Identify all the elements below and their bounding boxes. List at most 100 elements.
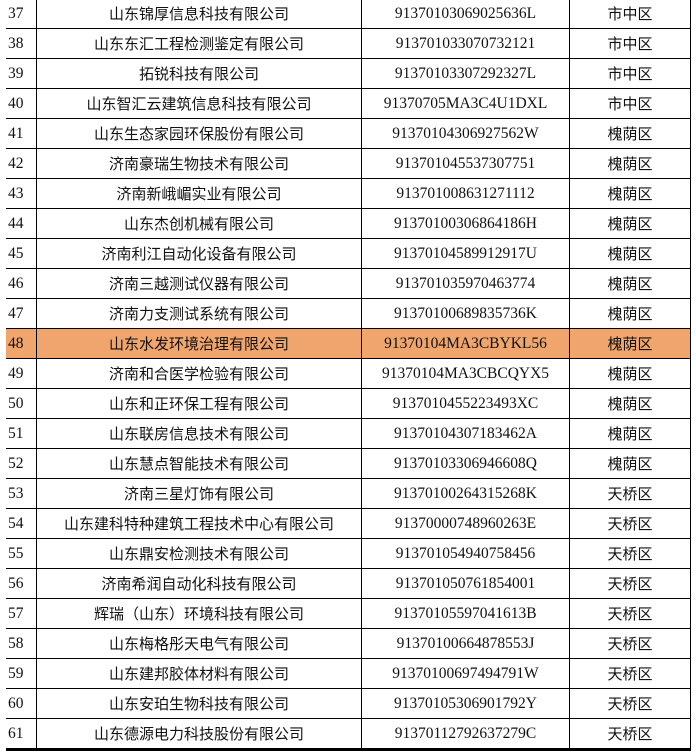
credit-code-cell: 91370104MA3CBYKL56 — [361, 328, 570, 359]
credit-code-cell: 91370103307292327L — [361, 58, 570, 89]
credit-code-cell: 91370705MA3C4U1DXL — [361, 88, 570, 119]
district-cell: 槐荫区 — [569, 148, 691, 179]
company-name-cell: 山东水发环境治理有限公司 — [36, 328, 362, 359]
credit-code-cell: 913701033070732121 — [361, 28, 570, 59]
table-row-highlighted: 48 山东水发环境治理有限公司 91370104MA3CBYKL56 槐荫区 — [6, 328, 691, 359]
row-number-cell: 57 — [6, 598, 37, 629]
company-name-cell: 济南希润自动化科技有限公司 — [36, 568, 362, 599]
row-number-cell: 58 — [6, 628, 37, 659]
company-name-cell: 拓锐科技有限公司 — [36, 58, 362, 89]
company-name-cell: 济南豪瑞生物技术有限公司 — [36, 148, 362, 179]
district-cell: 市中区 — [569, 88, 691, 119]
district-cell: 槐荫区 — [569, 268, 691, 299]
company-name-cell: 山东和正环保工程有限公司 — [36, 388, 362, 419]
row-number-cell: 46 — [6, 268, 37, 299]
credit-code-cell: 91370100664878553J — [361, 628, 570, 659]
credit-code-cell: 913701050761854001 — [361, 568, 570, 599]
table-row: 51 山东联房信息技术有限公司 91370104307183462A 槐荫区 — [6, 418, 691, 449]
district-cell: 市中区 — [569, 58, 691, 89]
table-row: 58 山东梅格彤天电气有限公司 91370100664878553J 天桥区 — [6, 628, 691, 659]
table-row: 41 山东生态家园环保股份有限公司 91370104306927562W 槐荫区 — [6, 118, 691, 149]
row-number-cell: 51 — [6, 418, 37, 449]
company-name-cell: 辉瑞（山东）环境科技有限公司 — [36, 598, 362, 629]
table-row: 43 济南新峨嵋实业有限公司 913701008631271112 槐荫区 — [6, 178, 691, 209]
company-name-cell: 济南新峨嵋实业有限公司 — [36, 178, 362, 209]
company-name-cell: 山东建邦胶体材料有限公司 — [36, 658, 362, 689]
table-row: 40 山东智汇云建筑信息科技有限公司 91370705MA3C4U1DXL 市中区 — [6, 88, 691, 119]
district-cell: 天桥区 — [569, 598, 691, 629]
row-number-cell: 40 — [6, 88, 37, 119]
company-name-cell: 山东智汇云建筑信息科技有限公司 — [36, 88, 362, 119]
table-row: 44 山东杰创机械有限公司 91370100306864186H 槐荫区 — [6, 208, 691, 239]
row-number-cell: 45 — [6, 238, 37, 269]
credit-code-cell: 913701045522349 3XC — [361, 388, 570, 419]
row-number-cell: 50 — [6, 388, 37, 419]
district-cell: 槐荫区 — [569, 448, 691, 479]
credit-code-cell: 913701045537307751 — [361, 148, 570, 179]
row-number-cell: 59 — [6, 658, 37, 689]
district-cell: 天桥区 — [569, 628, 691, 659]
table-row: 39 拓锐科技有限公司 91370103307292327L 市中区 — [6, 58, 691, 89]
district-cell: 天桥区 — [569, 718, 691, 751]
company-name-cell: 山东安珀生物科技有限公司 — [36, 688, 362, 719]
row-number-cell: 53 — [6, 478, 37, 509]
company-name-cell: 山东建科特种建筑工程技术中心有限公司 — [36, 508, 362, 539]
table-row: 54 山东建科特种建筑工程技术中心有限公司 9137000074896026 3E 天… — [6, 508, 691, 539]
credit-code-cell: 91370104589912917U — [361, 238, 570, 269]
district-cell: 市中区 — [569, 0, 691, 29]
table-row: 49 济南和合医学检验有限公司 91370104MA3CBCQYX5 槐荫区 — [6, 358, 691, 389]
district-cell: 天桥区 — [569, 478, 691, 509]
company-name-cell: 山东鼎安检测技术有限公司 — [36, 538, 362, 569]
table-row: 50 山东和正环保工程有限公司 913701045522349 3XC 槐荫区 — [6, 388, 691, 419]
company-name-cell: 山东联房信息技术有限公司 — [36, 418, 362, 449]
table-row: 61 山东德源电力科技股份有限公司 91370112792637279C 天桥区 — [6, 718, 691, 751]
district-cell: 槐荫区 — [569, 178, 691, 209]
company-name-cell: 山东锦厚信息科技有限公司 — [36, 0, 362, 29]
credit-code-cell: 913701008631271112 — [361, 178, 570, 209]
table-body: 37 山东锦厚信息科技有限公司 91370103069025636L 市中区 38 山东东… — [6, 0, 691, 751]
company-table: 37 山东锦厚信息科技有限公司 91370103069025636L 市中区 38 山东东… — [6, 0, 691, 751]
district-cell: 槐荫区 — [569, 118, 691, 149]
credit-code-cell: 91370104307183462A — [361, 418, 570, 449]
row-number-cell: 49 — [6, 358, 37, 389]
district-cell: 槐荫区 — [569, 418, 691, 449]
table-row: 53 济南三星灯饰有限公司 91370100264315268K 天桥区 — [6, 478, 691, 509]
credit-code-cell: 913701035970463774 — [361, 268, 570, 299]
district-cell: 天桥区 — [569, 508, 691, 539]
credit-code-cell: 91370112792637279C — [361, 718, 570, 751]
company-name-cell: 山东杰创机械有限公司 — [36, 208, 362, 239]
table-row: 60 山东安珀生物科技有限公司 91370105306901792Y 天桥区 — [6, 688, 691, 719]
table-row: 45 济南利江自动化设备有限公司 91370104589912917U 槐荫区 — [6, 238, 691, 269]
table-row: 37 山东锦厚信息科技有限公司 91370103069025636L 市中区 — [6, 0, 691, 29]
row-number-cell: 37 — [6, 0, 37, 29]
credit-code-cell: 913701054940758456 — [361, 538, 570, 569]
district-cell: 槐荫区 — [569, 238, 691, 269]
row-number-cell: 42 — [6, 148, 37, 179]
row-number-cell: 52 — [6, 448, 37, 479]
company-name-cell: 山东德源电力科技股份有限公司 — [36, 718, 362, 751]
credit-code-cell: 91370103306946608Q — [361, 448, 570, 479]
row-number-cell: 43 — [6, 178, 37, 209]
company-name-cell: 济南三星灯饰有限公司 — [36, 478, 362, 509]
table-row: 57 辉瑞（山东）环境科技有限公司 91370105597041613B 天桥区 — [6, 598, 691, 629]
table-row: 52 山东慧点智能技术有限公司 91370103306946608Q 槐荫区 — [6, 448, 691, 479]
credit-code-cell: 91370100264315268K — [361, 478, 570, 509]
row-number-cell: 60 — [6, 688, 37, 719]
company-name-cell: 山东梅格彤天电气有限公司 — [36, 628, 362, 659]
company-name-cell: 山东东汇工程检测鉴定有限公司 — [36, 28, 362, 59]
credit-code-cell: 91370103069025636L — [361, 0, 570, 29]
district-cell: 天桥区 — [569, 568, 691, 599]
row-number-cell: 38 — [6, 28, 37, 59]
row-number-cell: 61 — [6, 718, 37, 751]
company-name-cell: 济南力支测试系统有限公司 — [36, 298, 362, 329]
district-cell: 槐荫区 — [569, 358, 691, 389]
district-cell: 天桥区 — [569, 658, 691, 689]
credit-code-cell: 91370100697494791W — [361, 658, 570, 689]
company-name-cell: 山东慧点智能技术有限公司 — [36, 448, 362, 479]
row-number-cell: 54 — [6, 508, 37, 539]
row-number-cell: 48 — [6, 328, 37, 359]
company-name-cell: 济南三越测试仪器有限公司 — [36, 268, 362, 299]
row-number-cell: 44 — [6, 208, 37, 239]
credit-code-cell: 91370104MA3CBCQYX5 — [361, 358, 570, 389]
table-row: 46 济南三越测试仪器有限公司 913701035970463774 槐荫区 — [6, 268, 691, 299]
